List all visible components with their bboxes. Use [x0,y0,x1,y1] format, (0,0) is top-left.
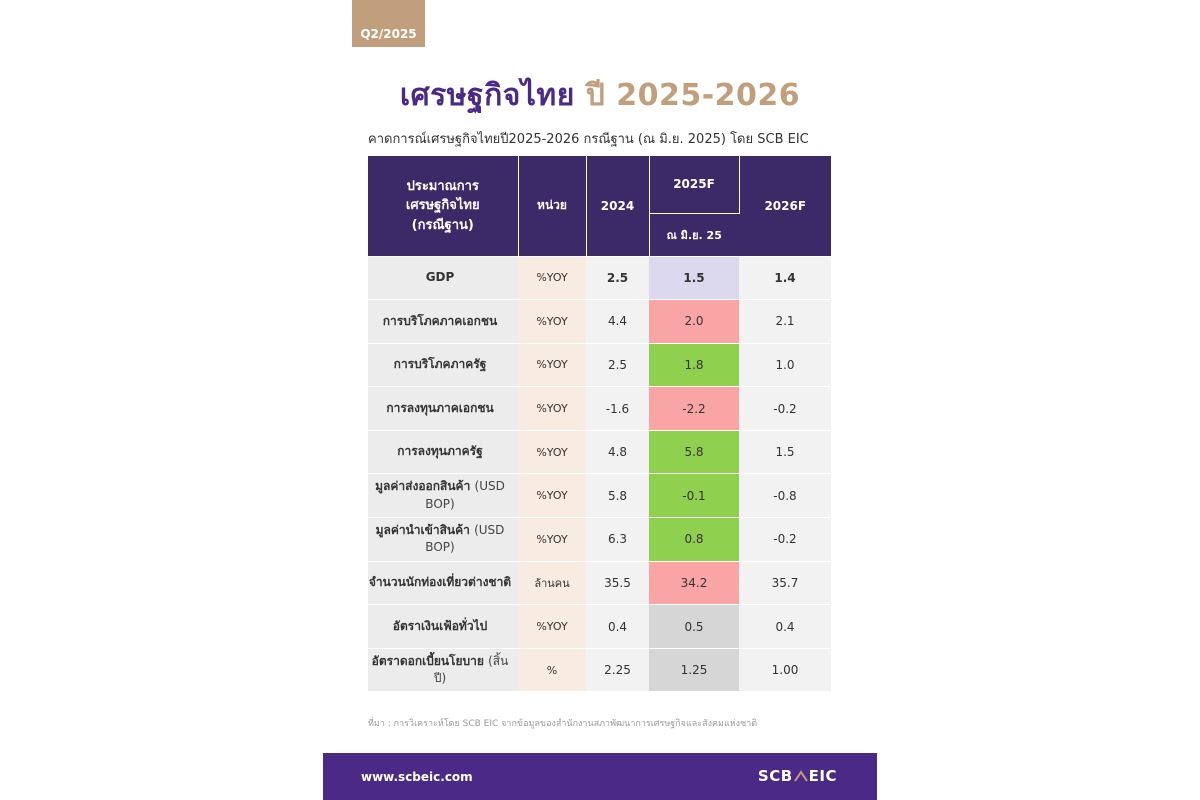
brand-logo: SCB EIC [758,767,837,785]
cell-indicator: การลงทุนภาครัฐ [368,430,518,475]
cell-unit: %YOY [518,517,586,562]
forecast-table: ประมาณการ เศรษฐกิจไทย (กรณีฐาน) หน่วย 20… [368,156,831,693]
table-row: อัตราดอกเบี้ยนโยบาย (สิ้นปี)% 2.25 1.25 1.0… [368,648,831,693]
cell-2026f: 1.5 [739,430,831,475]
cell-2024: 4.4 [586,299,649,344]
cell-2025f: 1.5 [649,256,739,301]
table-row: จำนวนนักท่องเที่ยวต่างชาติ ล้านคน 35.5 34.2… [368,561,831,606]
cell-indicator: การบริโภคภาครัฐ [368,343,518,388]
cell-2025f: 1.8 [649,343,739,388]
cell-2026f: 0.4 [739,604,831,649]
table-row: การบริโภคภาคเอกชน %YOY 4.4 2.0 2.1 [368,299,831,344]
indicator-name: การบริโภคภาคเอกชน [382,313,498,328]
title-part-2: ปี 2025-2026 [585,78,801,113]
table-row: การลงทุนภาครัฐ %YOY 4.8 5.8 1.5 [368,430,831,475]
cell-unit: %YOY [518,256,586,301]
cell-2024: 5.8 [586,473,649,519]
cell-2024: 6.3 [586,517,649,562]
cell-indicator: การบริโภคภาคเอกชน [368,299,518,344]
footer-bar: www.scbeic.com SCB EIC [323,753,877,800]
indicator-name: อัตราดอกเบี้ยนโยบาย [371,653,484,668]
indicator-name: การลงทุนภาครัฐ [397,444,483,459]
table-row: การลงทุนภาคเอกชน %YOY -1.6 -2.2 -0.2 [368,386,831,431]
cell-2024: 0.4 [586,604,649,649]
indicator-note: (USD BOP) [425,522,505,555]
title-part-1: เศรษฐกิจไทย [399,78,575,113]
table-row: อัตราเงินเฟ้อทั่วไป %YOY 0.4 0.5 0.4 [368,604,831,649]
table-row: GDP %YOY 2.5 1.5 1.4 [368,256,831,301]
cell-unit: %YOY [518,604,586,649]
indicator-note: (สิ้นปี) [433,653,509,686]
cell-unit: %YOY [518,343,586,388]
cell-2026f: 1.4 [739,256,831,301]
cell-indicator: จำนวนนักท่องเที่ยวต่างชาติ [368,561,518,606]
website-link[interactable]: www.scbeic.com [361,770,473,784]
cell-2024: 35.5 [586,561,649,606]
cell-2026f: 1.00 [739,648,831,693]
cell-unit: %YOY [518,473,586,519]
indicator-note: (USD BOP) [425,479,505,511]
indicator-name: GDP [425,270,455,285]
cell-2025f: 0.5 [649,604,739,649]
cell-2025f: -2.2 [649,386,739,431]
cell-2026f: 2.1 [739,299,831,344]
cell-2026f: -0.2 [739,386,831,431]
cell-2024: 2.5 [586,343,649,388]
cell-2025f: 1.25 [649,648,739,693]
cell-2024: -1.6 [586,386,649,431]
cell-indicator: อัตราดอกเบี้ยนโยบาย (สิ้นปี) [368,648,518,693]
indicator-name: มูลค่าส่งออกสินค้า [375,479,471,494]
indicator-name: การลงทุนภาคเอกชน [386,400,494,415]
cell-2024: 4.8 [586,430,649,475]
logo-house-icon [793,770,808,782]
indicator-name: จำนวนนักท่องเที่ยวต่างชาติ [368,575,512,590]
cell-unit: ล้านคน [518,561,586,606]
cell-2026f: 35.7 [739,561,831,606]
cell-2025f: 5.8 [649,430,739,475]
header-indicator-line-1: ประมาณการ [406,178,479,194]
cell-indicator: มูลค่าส่งออกสินค้า (USD BOP) [368,473,518,519]
cell-indicator: GDP [368,256,518,301]
table-row: มูลค่าส่งออกสินค้า (USD BOP) %YOY 5.8 -0.1-… [368,473,831,519]
cell-unit: %YOY [518,430,586,475]
header-indicator-line-3: (กรณีฐาน) [411,217,474,233]
cell-2025f: 2.0 [649,299,739,344]
cell-unit: % [518,648,586,693]
quarter-badge-label: Q2/2025 [360,27,417,41]
quarter-badge: Q2/2025 [352,0,425,47]
indicator-name: อัตราเงินเฟ้อทั่วไป [392,618,488,633]
cell-2025f: 34.2 [649,561,739,606]
header-indicator: ประมาณการ เศรษฐกิจไทย (กรณีฐาน) [368,156,519,257]
cell-indicator: อัตราเงินเฟ้อทั่วไป [368,604,518,649]
cell-2025f: -0.1 [649,473,739,519]
header-2024: 2024 [586,156,650,257]
cell-2026f: 1.0 [739,343,831,388]
page-title: เศรษฐกิจไทย ปี 2025-2026 [323,72,877,119]
cell-2025f: 0.8 [649,517,739,562]
cell-2026f: -0.8 [739,473,831,519]
cell-indicator: การลงทุนภาคเอกชน [368,386,518,431]
header-2025f: 2025F [649,156,740,214]
cell-2026f: -0.2 [739,517,831,562]
forecast-table-body: GDP %YOY 2.5 1.5 1.4 การบริโภคภาคเอกชน %YOY 4.4… [368,256,831,693]
header-2025f-sub: ณ มิ.ย. 25 [649,213,739,257]
cell-indicator: มูลค่านำเข้าสินค้า (USD BOP) [368,517,518,562]
source-note: ที่มา : การวิเคราะห์โดย SCB EIC จากข้อมู… [368,719,758,729]
header-unit: หน่วย [518,156,587,257]
table-row: การบริโภคภาครัฐ %YOY 2.5 1.8 1.0 [368,343,831,388]
header-2026f: 2026F [739,156,831,257]
infographic-page: Q2/2025 เศรษฐกิจไทย ปี 2025-2026 คาดการณ… [323,0,877,800]
logo-text-right: EIC [808,767,837,785]
cell-unit: %YOY [518,386,586,431]
cell-2024: 2.25 [586,648,649,693]
table-caption: คาดการณ์เศรษฐกิจไทยปี2025-2026 กรณีฐาน (… [368,132,809,147]
header-indicator-line-2: เศรษฐกิจไทย [405,198,480,213]
cell-unit: %YOY [518,299,586,344]
indicator-name: การบริโภคภาครัฐ [393,357,487,372]
logo-text-left: SCB [757,767,793,785]
cell-2024: 2.5 [586,256,649,301]
indicator-name: มูลค่านำเข้าสินค้า [375,522,470,537]
table-row: มูลค่านำเข้าสินค้า (USD BOP) %YOY 6.3 0.8 -0… [368,517,831,562]
